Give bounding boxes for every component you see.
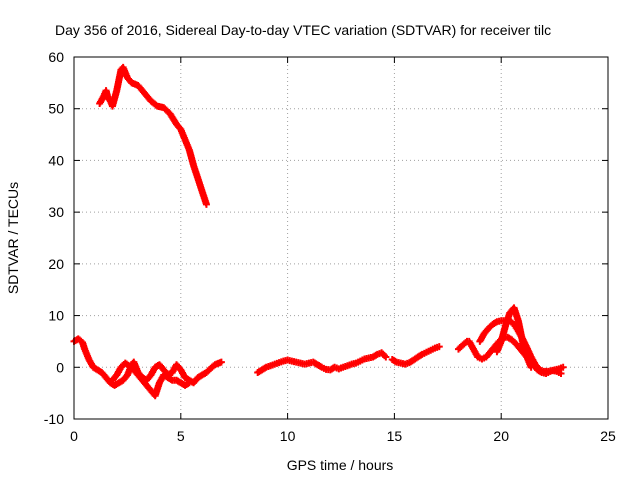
y-tick-label: 40 [48, 152, 64, 168]
y-tick-label: 10 [48, 308, 64, 324]
x-tick-label: 25 [600, 428, 616, 444]
x-tick-label: 20 [493, 428, 509, 444]
x-tick-label: 10 [280, 428, 296, 444]
y-tick-label: 30 [48, 204, 64, 220]
x-axis-label: GPS time / hours [287, 457, 394, 473]
data-point [217, 358, 225, 366]
chart-title: Day 356 of 2016, Sidereal Day-to-day VTE… [55, 22, 551, 38]
series-satellite-track-1 [96, 63, 210, 208]
y-tick-label: 0 [56, 359, 64, 375]
data-point [557, 369, 565, 377]
series-satellite-track-3 [108, 359, 193, 400]
plot-frame [73, 56, 609, 420]
data-points [70, 63, 567, 400]
data-point [382, 353, 390, 361]
axis-ticks: 0 5 10 15 20 25 -10 0 10 20 30 40 50 60 [44, 49, 616, 444]
y-tick-label: 20 [48, 256, 64, 272]
x-tick-label: 0 [70, 428, 78, 444]
data-point [559, 363, 567, 371]
data-point [527, 363, 535, 371]
x-tick-label: 5 [177, 428, 185, 444]
series-satellite-track-5 [388, 343, 443, 368]
series-satellite-track-8 [493, 304, 535, 371]
data-point [435, 343, 443, 351]
y-axis-label: SDTVAR / TECUs [5, 182, 21, 294]
series-satellite-track-4 [254, 349, 390, 376]
y-tick-label: 60 [48, 49, 64, 65]
data-point [185, 379, 193, 387]
y-tick-label: 50 [48, 101, 64, 117]
y-tick-label: -10 [44, 411, 64, 427]
data-point [202, 200, 210, 208]
x-tick-label: 15 [387, 428, 403, 444]
